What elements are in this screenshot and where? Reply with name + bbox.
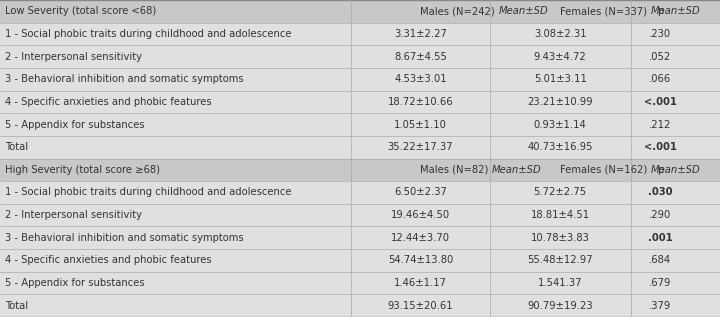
Text: 54.74±13.80: 54.74±13.80 [388, 256, 453, 265]
Bar [0, 136, 720, 158]
Text: 90.79±19.23: 90.79±19.23 [527, 301, 593, 311]
Text: 12.44±3.70: 12.44±3.70 [391, 233, 450, 243]
Text: 23.21±10.99: 23.21±10.99 [527, 97, 593, 107]
Text: 1.46±1.17: 1.46±1.17 [394, 278, 447, 288]
Bar [0, 91, 720, 113]
Text: Total: Total [5, 142, 28, 152]
Text: Males (N=82): Males (N=82) [420, 165, 492, 175]
Text: Mean±SD: Mean±SD [650, 6, 700, 16]
Text: Mean±SD: Mean±SD [492, 165, 541, 175]
Text: 9.43±4.72: 9.43±4.72 [534, 52, 587, 61]
Text: .679: .679 [649, 278, 672, 288]
Text: 18.81±4.51: 18.81±4.51 [531, 210, 590, 220]
Bar [0, 113, 720, 136]
Text: 55.48±12.97: 55.48±12.97 [527, 256, 593, 265]
Text: Females (N=337): Females (N=337) [560, 6, 650, 16]
Bar [0, 68, 720, 91]
Text: .212: .212 [649, 120, 672, 130]
Bar [0, 0, 720, 23]
Text: 2 - Interpersonal sensitivity: 2 - Interpersonal sensitivity [5, 52, 142, 61]
Bar [0, 23, 720, 45]
Text: 5 - Appendix for substances: 5 - Appendix for substances [5, 278, 145, 288]
Text: 3 - Behavioral inhibition and somatic symptoms: 3 - Behavioral inhibition and somatic sy… [5, 74, 243, 84]
Text: 4 - Specific anxieties and phobic features: 4 - Specific anxieties and phobic featur… [5, 256, 212, 265]
Text: .290: .290 [649, 210, 671, 220]
Bar [0, 249, 720, 272]
Text: 4.53±3.01: 4.53±3.01 [394, 74, 447, 84]
Text: 0.93±1.14: 0.93±1.14 [534, 120, 587, 130]
Text: .684: .684 [649, 256, 671, 265]
Text: 4 - Specific anxieties and phobic features: 4 - Specific anxieties and phobic featur… [5, 97, 212, 107]
Text: 2 - Interpersonal sensitivity: 2 - Interpersonal sensitivity [5, 210, 142, 220]
Text: <.001: <.001 [644, 142, 677, 152]
Text: 1.05±1.10: 1.05±1.10 [394, 120, 447, 130]
Text: p: p [657, 165, 663, 175]
Bar [0, 204, 720, 226]
Text: 19.46±4.50: 19.46±4.50 [391, 210, 450, 220]
Text: .379: .379 [649, 301, 671, 311]
Text: p: p [657, 6, 663, 16]
Text: .001: .001 [648, 233, 672, 243]
Text: Males (N=242): Males (N=242) [420, 6, 498, 16]
Text: .052: .052 [649, 52, 671, 61]
Text: 18.72±10.66: 18.72±10.66 [387, 97, 454, 107]
Text: 8.67±4.55: 8.67±4.55 [394, 52, 447, 61]
Text: 1.541.37: 1.541.37 [538, 278, 582, 288]
Text: .230: .230 [649, 29, 671, 39]
Text: Low Severity (total score <68): Low Severity (total score <68) [5, 6, 156, 16]
Text: High Severity (total score ≥68): High Severity (total score ≥68) [5, 165, 160, 175]
Text: 5 - Appendix for substances: 5 - Appendix for substances [5, 120, 145, 130]
Text: 10.78±3.83: 10.78±3.83 [531, 233, 590, 243]
Text: 3 - Behavioral inhibition and somatic symptoms: 3 - Behavioral inhibition and somatic sy… [5, 233, 243, 243]
Text: <.001: <.001 [644, 97, 677, 107]
Text: 35.22±17.37: 35.22±17.37 [387, 142, 454, 152]
Text: 5.72±2.75: 5.72±2.75 [534, 187, 587, 197]
Bar [0, 158, 720, 181]
Text: Females (N=162): Females (N=162) [560, 165, 651, 175]
Bar [0, 181, 720, 204]
Text: 93.15±20.61: 93.15±20.61 [387, 301, 454, 311]
Bar [0, 45, 720, 68]
Text: Total: Total [5, 301, 28, 311]
Text: .066: .066 [649, 74, 671, 84]
Text: 1 - Social phobic traits during childhood and adolescence: 1 - Social phobic traits during childhoo… [5, 29, 292, 39]
Text: 5.01±3.11: 5.01±3.11 [534, 74, 587, 84]
Text: 3.08±2.31: 3.08±2.31 [534, 29, 587, 39]
Text: 1 - Social phobic traits during childhood and adolescence: 1 - Social phobic traits during childhoo… [5, 187, 292, 197]
Text: 40.73±16.95: 40.73±16.95 [528, 142, 593, 152]
Text: 6.50±2.37: 6.50±2.37 [394, 187, 447, 197]
Text: .030: .030 [648, 187, 672, 197]
Bar [0, 294, 720, 317]
Text: Mean±SD: Mean±SD [498, 6, 548, 16]
Text: 3.31±2.27: 3.31±2.27 [394, 29, 447, 39]
Text: Mean±SD: Mean±SD [651, 165, 701, 175]
Bar [0, 272, 720, 294]
Bar [0, 226, 720, 249]
